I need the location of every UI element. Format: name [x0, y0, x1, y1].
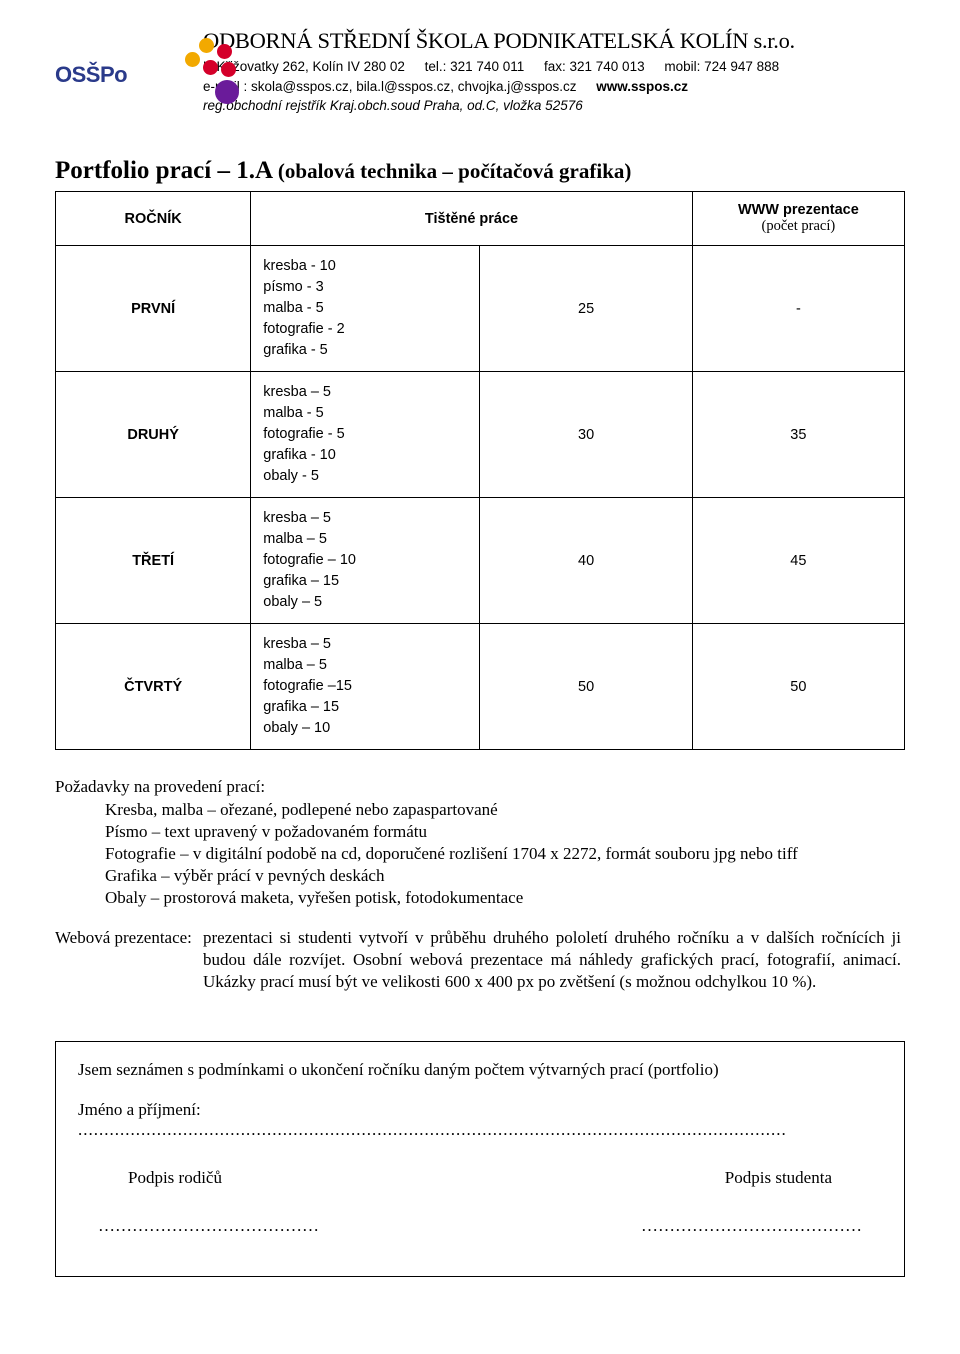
th-www-sub: (počet prací): [705, 218, 892, 235]
requirements-heading: Požadavky na provedení prací:: [55, 776, 905, 798]
th-tistene: Tištěné práce: [251, 192, 692, 246]
cell-items: kresba – 5malba – 5fotografie –15grafika…: [251, 624, 480, 750]
table-row: TŘETÍkresba – 5malba – 5fotografie – 10g…: [56, 498, 905, 624]
cell-www: 50: [692, 624, 904, 750]
cell-www: 45: [692, 498, 904, 624]
fax: fax: 321 740 013: [544, 59, 645, 74]
th-www-main: WWW prezentace: [705, 202, 892, 218]
requirement-line: Kresba, malba – ořezané, podlepené nebo …: [55, 799, 905, 821]
sign-parent-dots: …………………………………: [98, 1216, 319, 1236]
logo-dot: [217, 44, 232, 59]
title-main: Portfolio prací – 1.A: [55, 157, 272, 184]
school-info: ODBORNÁ STŘEDNÍ ŠKOLA PODNIKATELSKÁ KOLÍ…: [203, 28, 905, 117]
th-rocnik: ROČNÍK: [56, 192, 251, 246]
cell-www: 35: [692, 372, 904, 498]
logo-dot: [203, 60, 218, 75]
requirement-line: Obaly – prostorová maketa, vyřešen potis…: [55, 887, 905, 909]
cell-items: kresba – 5malba - 5fotografie - 5grafika…: [251, 372, 480, 498]
cell-count: 40: [480, 498, 692, 624]
cell-count: 30: [480, 372, 692, 498]
www: www.sspos.cz: [596, 79, 688, 94]
sign-dots-row: ………………………………… …………………………………: [78, 1216, 882, 1236]
name-line: Jméno a příjmení: ......................…: [78, 1100, 882, 1140]
header: OSŠPo ODBORNÁ STŘEDNÍ ŠKOLA PODNIKATELSK…: [55, 28, 905, 117]
th-www: WWW prezentace (počet prací): [692, 192, 904, 246]
school-name: ODBORNÁ STŘEDNÍ ŠKOLA PODNIKATELSKÁ KOLÍ…: [203, 28, 905, 54]
logo-dot: [221, 62, 236, 77]
title-sub: (obalová technika – počítačová grafika): [278, 159, 631, 183]
logo-dot: [199, 38, 214, 53]
table-row: PRVNÍkresba - 10písmo - 3malba - 5fotogr…: [56, 246, 905, 372]
signature-box: Jsem seznámen s podmínkami o ukončení ro…: [55, 1041, 905, 1277]
tel: tel.: 321 740 011: [425, 59, 525, 74]
sign-parent-label: Podpis rodičů: [128, 1168, 222, 1188]
portfolio-title: Portfolio prací – 1.A (obalová technika …: [55, 157, 905, 185]
logo-dot: [215, 80, 239, 104]
web-body: prezentaci si studenti vytvoří v průběhu…: [203, 927, 901, 993]
cell-items: kresba - 10písmo - 3malba - 5fotografie …: [251, 246, 480, 372]
requirement-line: Grafika – výběr prácí v pevných deskách: [55, 865, 905, 887]
requirement-line: Fotografie – v digitální podobě na cd, d…: [55, 843, 905, 865]
cell-count: 50: [480, 624, 692, 750]
requirements: Požadavky na provedení prací: Kresba, ma…: [55, 776, 905, 909]
sign-intro: Jsem seznámen s podmínkami o ukončení ro…: [78, 1060, 882, 1080]
cell-rocnik: PRVNÍ: [56, 246, 251, 372]
web-paragraph: Webová prezentace:prezentaci si studenti…: [55, 927, 905, 993]
name-label: Jméno a příjmení:: [78, 1100, 201, 1119]
cell-items: kresba – 5malba – 5fotografie – 10grafik…: [251, 498, 480, 624]
cell-rocnik: DRUHÝ: [56, 372, 251, 498]
sign-student-dots: …………………………………: [641, 1216, 862, 1236]
portfolio-table: ROČNÍK Tištěné práce WWW prezentace (poč…: [55, 191, 905, 750]
cell-count: 25: [480, 246, 692, 372]
logo-dot: [185, 52, 200, 67]
email: e-mail : skola@sspos.cz, bila.l@sspos.cz…: [203, 79, 576, 94]
web-label: Webová prezentace:: [55, 927, 203, 949]
sign-labels-row: Podpis rodičů Podpis studenta: [78, 1168, 882, 1188]
logo-text: OSŠPo: [55, 62, 127, 88]
sign-student-label: Podpis studenta: [725, 1168, 832, 1188]
reg-line: reg.obchodní rejstřík Kraj.obch.soud Pra…: [203, 97, 905, 115]
table-row: DRUHÝkresba – 5malba - 5fotografie - 5gr…: [56, 372, 905, 498]
school-email-line: e-mail : skola@sspos.cz, bila.l@sspos.cz…: [203, 78, 905, 96]
name-dots: ........................................…: [78, 1120, 787, 1139]
cell-rocnik: TŘETÍ: [56, 498, 251, 624]
page: OSŠPo ODBORNÁ STŘEDNÍ ŠKOLA PODNIKATELSK…: [0, 0, 960, 1317]
requirement-line: Písmo – text upravený v požadovaném form…: [55, 821, 905, 843]
requirements-lines: Kresba, malba – ořezané, podlepené nebo …: [55, 799, 905, 909]
school-address-line: U Křižovatky 262, Kolín IV 280 02 tel.: …: [203, 58, 905, 76]
logo: OSŠPo: [55, 28, 183, 117]
table-row: ČTVRTÝkresba – 5malba – 5fotografie –15g…: [56, 624, 905, 750]
mobil: mobil: 724 947 888: [664, 59, 779, 74]
cell-rocnik: ČTVRTÝ: [56, 624, 251, 750]
cell-www: -: [692, 246, 904, 372]
